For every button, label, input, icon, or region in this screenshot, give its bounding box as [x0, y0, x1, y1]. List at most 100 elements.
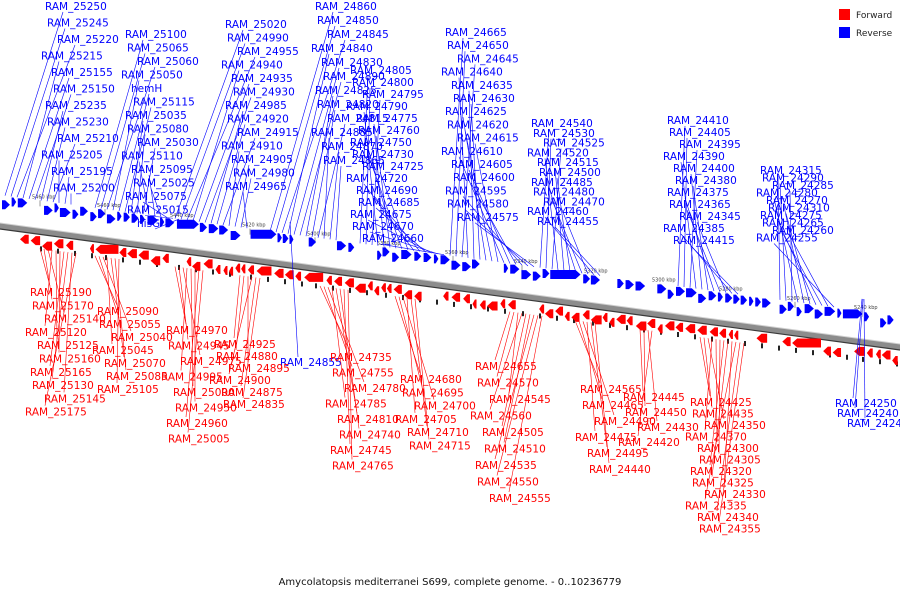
spine-mark	[556, 315, 558, 321]
reverse-gene-label: RAM_24385	[663, 223, 725, 235]
spine-mark	[677, 332, 679, 338]
reverse-label-leader	[852, 298, 863, 399]
forward-gene-label: RAM_25125	[37, 340, 99, 352]
forward-label-leader	[586, 321, 596, 432]
forward-gene-label: RAM_24880	[216, 351, 278, 363]
forward-label-leader	[494, 314, 535, 460]
backbone-shadow	[0, 228, 900, 351]
reverse-label-leader	[692, 185, 709, 291]
forward-gene-label: RAM_24710	[407, 427, 469, 439]
spine-mark	[592, 320, 594, 326]
reverse-gene-label: RAM_24245	[847, 418, 900, 430]
reverse-label-leader	[468, 90, 475, 259]
reverse-gene-label: RAM_24285	[772, 180, 834, 192]
spine-mark	[57, 248, 59, 254]
gene-arrow	[792, 338, 822, 348]
forward-gene-label: RAM_24705	[395, 414, 457, 426]
forward-gene-label: RAM_25090	[97, 306, 159, 318]
forward-label-leader	[187, 270, 204, 433]
reverse-gene-label: RAM_24625	[445, 106, 507, 118]
reverse-label-leader	[174, 29, 244, 219]
reverse-gene-label: RAM_24405	[669, 127, 731, 139]
forward-label-leader	[494, 311, 511, 361]
gene-arrow	[326, 275, 332, 285]
reverse-label-leader	[539, 128, 550, 268]
gene-arrow	[30, 236, 41, 246]
reverse-label-leader	[198, 83, 250, 222]
gene-arrow	[479, 300, 486, 310]
forward-label-leader	[47, 249, 65, 313]
reverse-gene-label: RAM_24615	[457, 133, 519, 145]
reverse-label-leader	[28, 77, 70, 199]
forward-label-leader	[704, 338, 713, 431]
reverse-gene-label: RAM_24675	[350, 209, 412, 221]
gene-arrow	[733, 294, 740, 304]
gene-arrow	[295, 271, 302, 281]
forward-gene-label: RAM_24680	[400, 374, 462, 386]
gene-arrow	[500, 299, 506, 309]
reverse-gene-label: RAM_24890	[323, 71, 385, 83]
scale-tick-label: 5300 kbp	[652, 278, 676, 284]
gene-arrow	[228, 266, 234, 276]
gene-arrow	[284, 270, 294, 280]
gene-arrow	[887, 315, 894, 325]
reverse-gene-label: RAM_25065	[127, 43, 189, 55]
forward-gene-label: RAM_24565	[580, 384, 642, 396]
reverse-gene-label: RAM_25100	[125, 29, 187, 41]
gene-arrow	[176, 219, 199, 229]
gene-arrow	[53, 239, 64, 249]
spine-mark	[879, 359, 881, 365]
spine-mark	[91, 253, 93, 259]
reverse-label-leader	[375, 207, 427, 253]
reverse-label-leader	[317, 123, 346, 238]
gene-arrow	[762, 298, 771, 308]
forward-gene-label: RAM_24975	[180, 356, 242, 368]
reverse-gene-label: RAM_24605	[451, 159, 513, 171]
gene-arrow	[647, 319, 656, 329]
reverse-label-leader	[64, 176, 70, 204]
forward-label-leader	[718, 339, 721, 454]
forward-gene-label: RAM_24545	[489, 394, 551, 406]
spine-mark	[349, 287, 351, 293]
gene-arrow	[382, 247, 390, 257]
forward-label-leader	[43, 248, 53, 300]
gene-arrow	[414, 251, 422, 261]
forward-label-leader	[704, 341, 737, 500]
reverse-label-leader	[118, 93, 150, 212]
reverse-label-leader	[779, 183, 787, 301]
gene-arrow	[787, 301, 794, 311]
reverse-label-leader	[46, 127, 66, 202]
reverse-label-leader	[789, 190, 793, 302]
forward-label-leader	[343, 289, 351, 445]
reverse-label-leader	[863, 299, 866, 419]
reverse-label-leader	[305, 95, 334, 237]
gene-arrow	[734, 330, 739, 340]
gene-arrow	[344, 278, 354, 288]
spine-mark	[694, 334, 696, 340]
reverse-label-leader	[311, 109, 336, 238]
gene-arrow	[824, 306, 836, 316]
gene-arrow	[289, 234, 294, 244]
gene-arrow	[881, 350, 891, 360]
forward-label-leader	[639, 329, 644, 392]
reverse-label-leader	[365, 87, 371, 245]
reverse-gene-label: RAM_24260	[772, 225, 834, 237]
forward-gene-label: RAM_24970	[166, 325, 228, 337]
reverse-gene-label: RAM_24525	[543, 138, 605, 150]
reverse-gene-label: RAM_24595	[445, 185, 507, 197]
gene-arrow	[842, 309, 863, 319]
forward-gene-label: RAM_24505	[482, 427, 544, 439]
reverse-label-leader	[677, 125, 686, 287]
forward-gene-label: RAM_24925	[214, 339, 276, 351]
reverse-gene-label: RAM_24830	[321, 57, 383, 69]
reverse-gene-label: RAM_24660	[362, 233, 424, 245]
forward-gene-label: RAM_24510	[484, 444, 546, 456]
spine-mark	[105, 255, 107, 261]
reverse-label-leader	[371, 99, 381, 246]
reverse-strand-genes	[2, 197, 894, 328]
forward-gene-label: RAM_25005	[168, 434, 230, 446]
gene-arrow	[414, 291, 422, 301]
gene-arrow	[138, 250, 149, 260]
reverse-label-leader	[186, 56, 256, 221]
